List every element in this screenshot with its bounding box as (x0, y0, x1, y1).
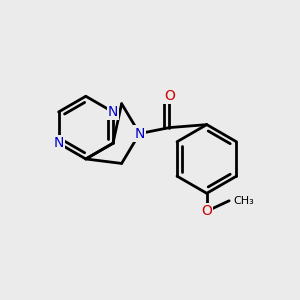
Text: O: O (201, 204, 212, 218)
Text: N: N (53, 136, 64, 150)
Text: N: N (108, 105, 118, 119)
Text: N: N (134, 127, 145, 141)
Text: O: O (164, 89, 175, 103)
Text: CH₃: CH₃ (234, 196, 254, 206)
